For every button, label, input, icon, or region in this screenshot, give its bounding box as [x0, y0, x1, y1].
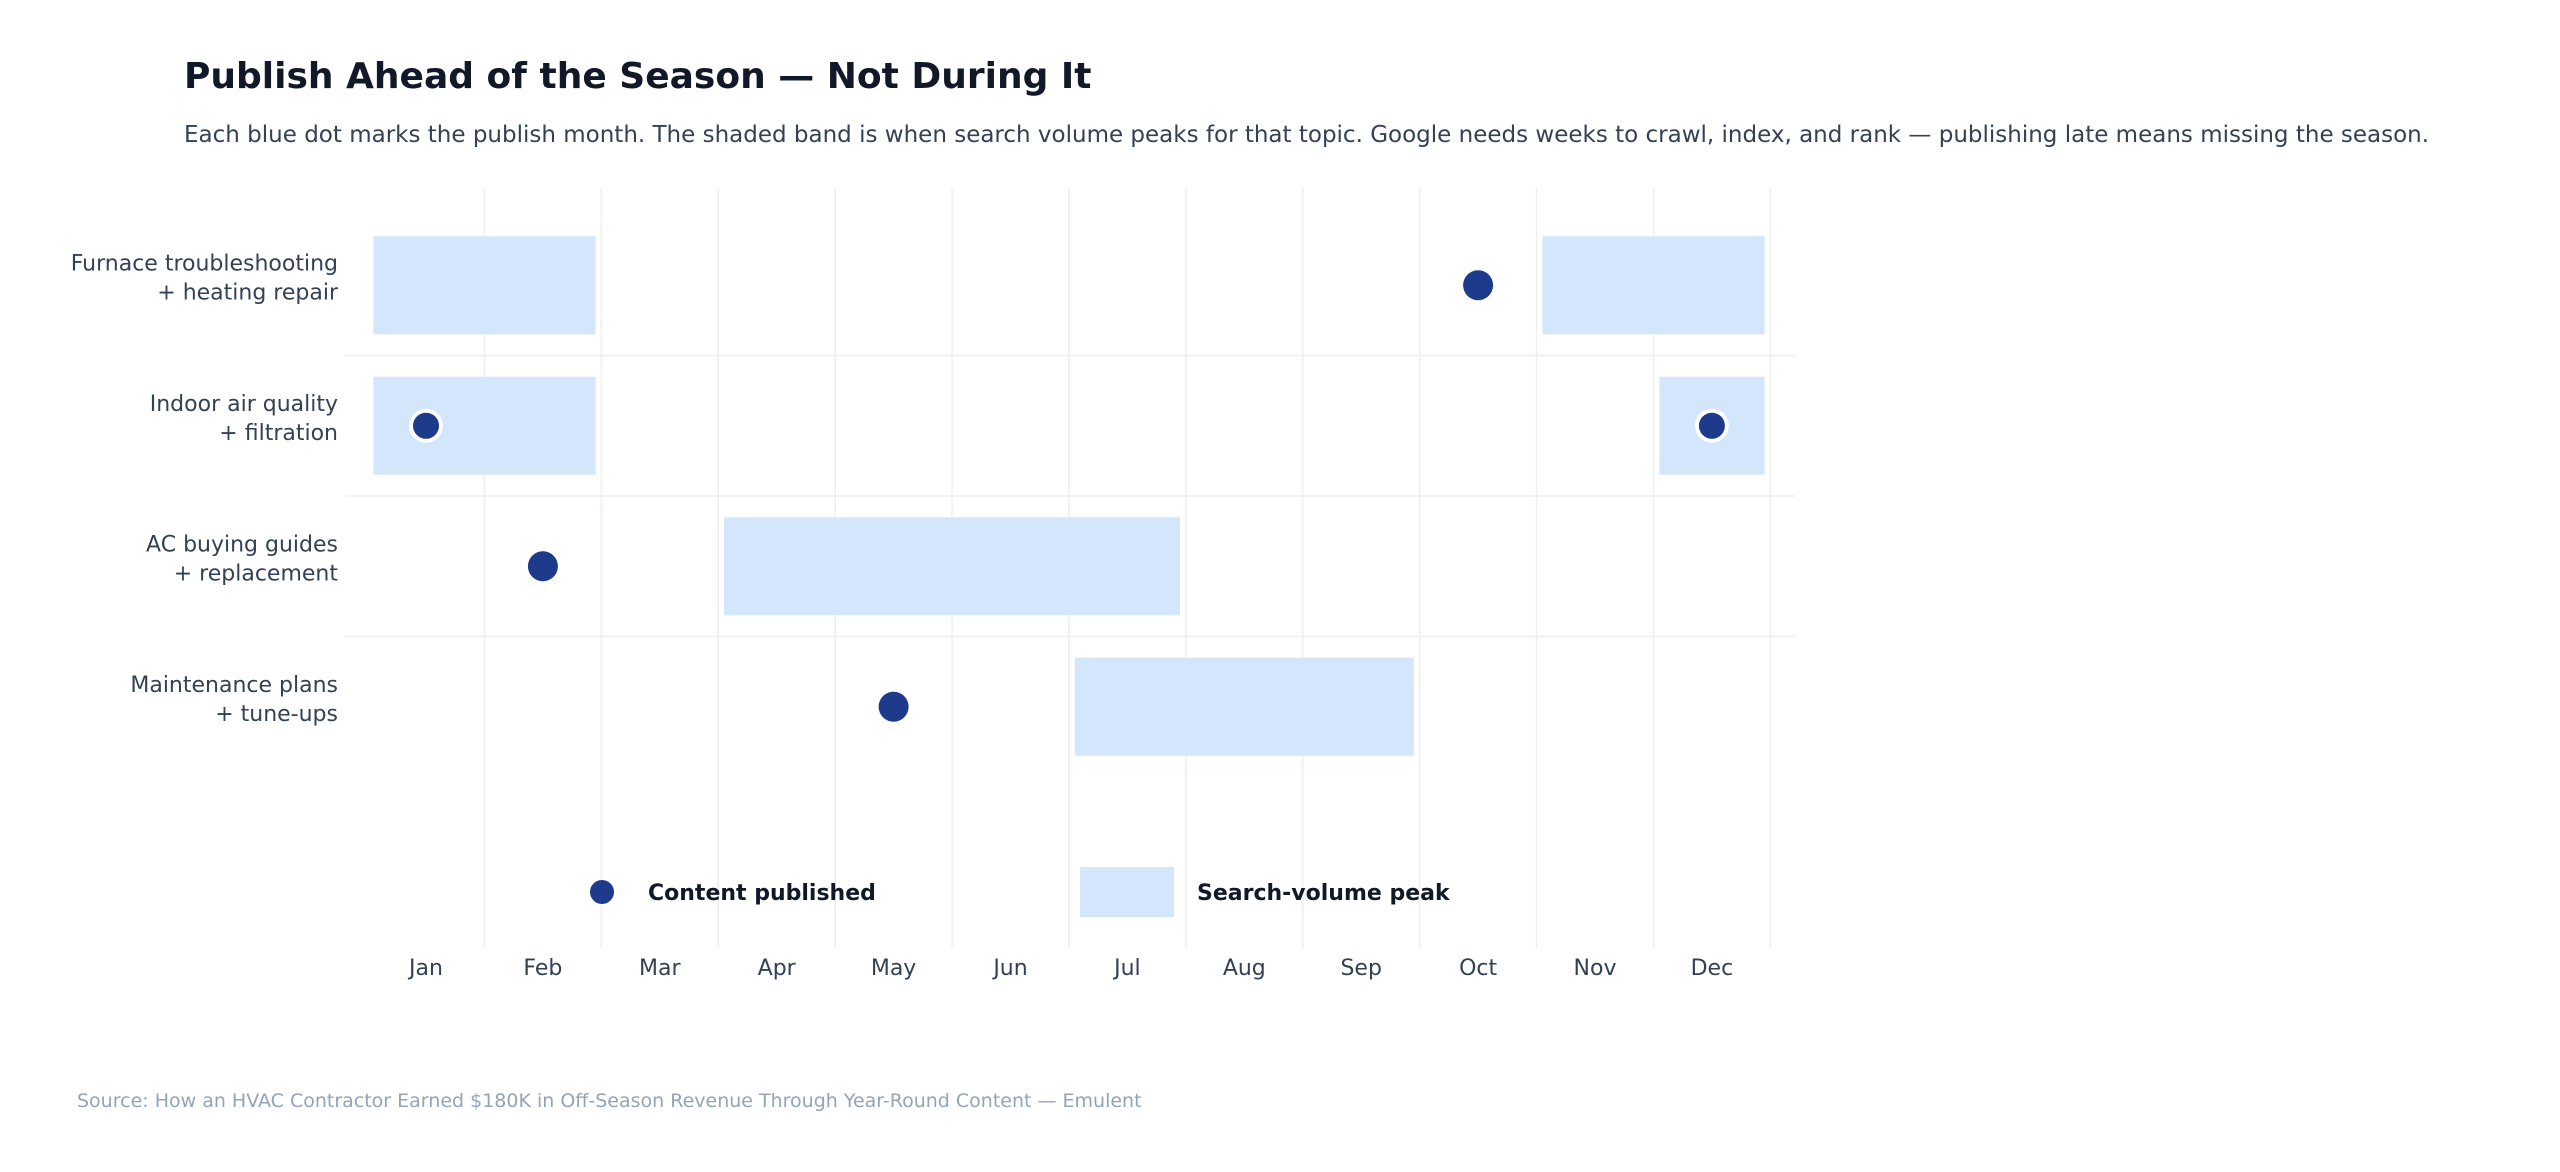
row-label-line: Furnace troubleshooting: [71, 251, 338, 276]
legend-label: Search-volume peak: [1197, 881, 1451, 906]
x-tick-label: Nov: [1574, 956, 1617, 981]
publish-dots: [409, 270, 1729, 722]
x-tick-label: Jan: [407, 956, 443, 981]
row-label: AC buying guides + replacement: [146, 532, 338, 586]
peak-band: [373, 376, 596, 475]
publish-dot: [527, 551, 558, 582]
legend-label: Content published: [648, 881, 876, 906]
x-tick-label: Jul: [1112, 956, 1141, 981]
row-label: Indoor air quality + filtration: [150, 392, 338, 446]
row-label-line: Indoor air quality: [150, 392, 338, 417]
legend-band-swatch: [1080, 867, 1174, 917]
x-tick-label: Apr: [758, 956, 797, 981]
x-tick-label: Aug: [1223, 956, 1266, 981]
publish-dot: [1694, 408, 1729, 443]
legend-dot-swatch: [590, 880, 614, 904]
x-tick-label: Sep: [1340, 956, 1381, 981]
peak-band: [373, 236, 596, 335]
row-label-line: + heating repair: [157, 280, 339, 305]
row-label: Furnace troubleshooting + heating repair: [71, 251, 339, 305]
row-label-line: + tune-ups: [215, 702, 338, 727]
publish-dot: [878, 691, 909, 722]
x-tick-label: May: [871, 956, 916, 981]
gridlines: [345, 188, 1795, 948]
row-label-line: Maintenance plans: [130, 673, 338, 698]
x-tick-label: Oct: [1459, 956, 1497, 981]
publish-dot: [409, 408, 443, 443]
row-label: Maintenance plans + tune-ups: [130, 673, 338, 727]
peak-band: [724, 517, 1181, 616]
row-labels: Furnace troubleshooting + heating repair I…: [71, 251, 339, 727]
row-label-line: AC buying guides: [146, 532, 338, 557]
legend: Content published Search-volume peak: [590, 867, 1451, 917]
publish-dot: [1463, 270, 1494, 301]
peak-band: [1542, 236, 1765, 335]
chart-subtitle: Each blue dot marks the publish month. T…: [184, 122, 2430, 148]
peak-band: [1074, 657, 1414, 756]
chart-title: Publish Ahead of the Season — Not During…: [184, 56, 1092, 97]
peak-bands: [373, 236, 1765, 756]
x-tick-label: Feb: [523, 956, 562, 981]
x-tick-label: Dec: [1691, 956, 1734, 981]
x-tick-label: Mar: [639, 956, 681, 981]
x-axis-tick-labels: Jan Feb Mar Apr May Jun Jul Aug Sep Oct Nov Dec: [407, 956, 1733, 981]
source-note: Source: How an HVAC Contractor Earned $1…: [77, 1090, 1142, 1112]
x-tick-label: Jun: [991, 956, 1027, 981]
row-label-line: + filtration: [219, 421, 338, 446]
row-label-line: + replacement: [174, 561, 339, 586]
